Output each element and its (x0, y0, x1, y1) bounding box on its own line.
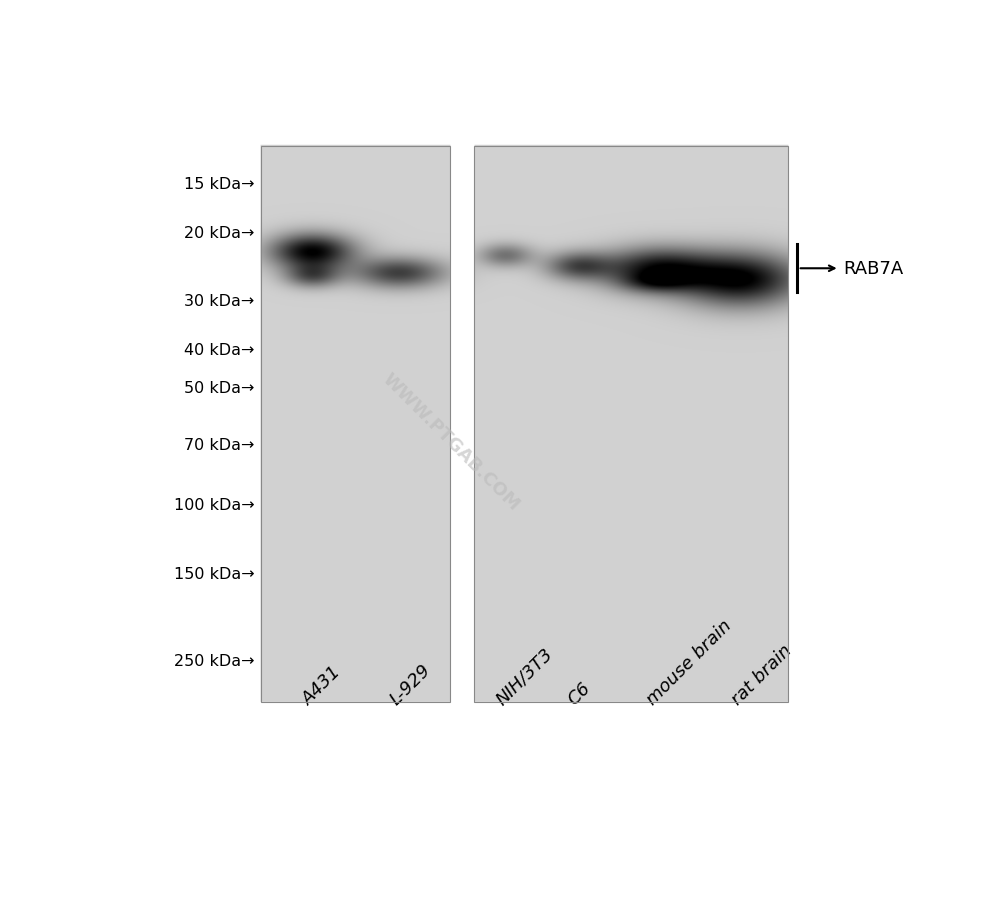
Bar (261, 146, 450, 702)
Text: mouse brain: mouse brain (643, 616, 735, 708)
Text: 150 kDa→: 150 kDa→ (174, 566, 254, 582)
Text: 70 kDa→: 70 kDa→ (184, 437, 254, 453)
Bar (474, 146, 788, 702)
Text: A431: A431 (299, 662, 345, 708)
Text: RAB7A: RAB7A (843, 260, 904, 278)
Text: 20 kDa→: 20 kDa→ (184, 226, 254, 240)
Text: rat brain: rat brain (728, 640, 795, 708)
Bar (261, 146, 450, 702)
Text: 100 kDa→: 100 kDa→ (174, 498, 254, 512)
Text: L-929: L-929 (386, 660, 434, 708)
Text: 30 kDa→: 30 kDa→ (184, 294, 254, 309)
Text: WWW.PTGAB.COM: WWW.PTGAB.COM (378, 370, 523, 514)
Text: 250 kDa→: 250 kDa→ (174, 653, 254, 667)
Text: 50 kDa→: 50 kDa→ (184, 381, 254, 395)
Text: C6: C6 (565, 678, 595, 708)
Bar (474, 146, 788, 702)
Text: 40 kDa→: 40 kDa→ (184, 343, 254, 358)
Text: 15 kDa→: 15 kDa→ (184, 177, 254, 192)
Text: NIH/3T3: NIH/3T3 (493, 644, 557, 708)
